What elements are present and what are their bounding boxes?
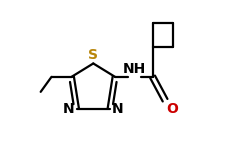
Text: O: O [166, 102, 178, 116]
Text: N: N [63, 102, 74, 116]
Text: NH: NH [123, 62, 146, 76]
Text: N: N [112, 102, 124, 116]
Text: S: S [88, 48, 98, 62]
